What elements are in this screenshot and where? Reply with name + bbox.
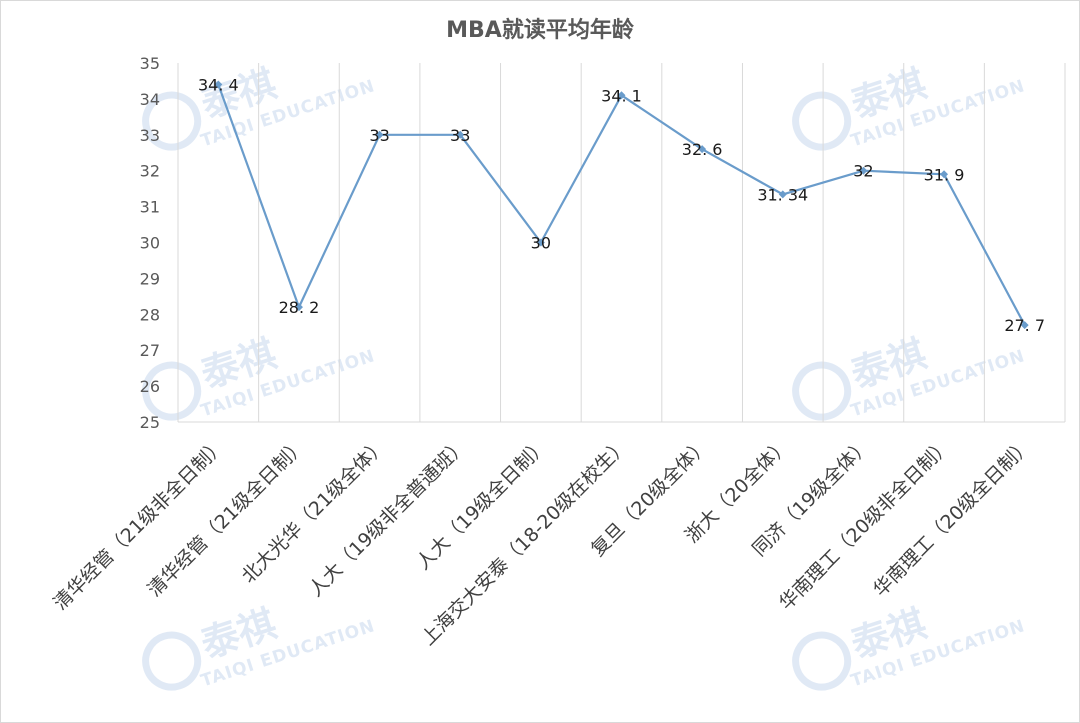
data-point <box>859 166 868 175</box>
data-point <box>214 80 223 89</box>
data-label: 30 <box>531 234 551 253</box>
y-axis: 25 26 27 28 29 30 31 32 33 34 35 <box>140 54 160 432</box>
watermark-emblem <box>142 631 202 691</box>
data-label: 33 <box>369 126 389 145</box>
y-tick-label: 35 <box>140 54 160 73</box>
data-point <box>294 303 303 312</box>
grid-lines <box>177 63 1066 423</box>
data-label: 34. 1 <box>601 86 642 105</box>
x-tick-label: 华南理工（20级非全日制） <box>775 434 955 614</box>
series-line <box>214 80 1029 330</box>
data-point <box>536 238 545 247</box>
y-tick-label: 33 <box>140 126 160 145</box>
y-tick-label: 26 <box>140 377 160 396</box>
watermark-emblem <box>792 91 852 151</box>
data-point <box>375 130 384 139</box>
data-label: 32 <box>853 162 873 181</box>
data-point <box>617 91 626 100</box>
x-tick-label: 北大光华（21级全体） <box>238 434 392 588</box>
y-tick-label: 31 <box>140 198 160 217</box>
chart-title: MBA就读平均年龄 <box>446 18 634 43</box>
x-tick-label: 人大（19级非全普通班） <box>305 434 472 601</box>
y-tick-label: 34 <box>140 90 160 109</box>
y-tick-label: 27 <box>140 341 160 360</box>
data-label: 27. 7 <box>1004 316 1045 335</box>
watermark-emblem <box>792 361 852 421</box>
y-tick-label: 25 <box>140 413 160 432</box>
watermark-emblem <box>142 91 202 151</box>
watermark-emblem <box>142 361 202 421</box>
x-tick-label: 华南理工（20级全日制） <box>869 434 1036 601</box>
watermark-emblem <box>792 631 852 691</box>
y-tick-label: 30 <box>140 234 160 253</box>
data-point <box>698 145 707 154</box>
data-label: 34. 4 <box>198 76 239 95</box>
x-tick-label: 人大（19级全日制） <box>412 434 552 574</box>
data-labels: 34. 4 28. 2 33 33 30 34. 1 32. 6 31. 34 32 31. 9 2… <box>198 76 1045 336</box>
data-point <box>778 190 787 199</box>
data-label: 31. 9 <box>924 165 965 184</box>
x-tick-label: 清华经管（21级全日制） <box>143 434 310 601</box>
data-point <box>1020 321 1029 330</box>
data-label: 31. 34 <box>757 185 808 204</box>
y-tick-label: 29 <box>140 269 160 288</box>
y-tick-label: 28 <box>140 305 160 324</box>
data-label: 28. 2 <box>279 298 320 317</box>
data-point <box>940 170 949 179</box>
data-label: 33 <box>450 126 470 145</box>
y-tick-label: 32 <box>140 162 160 181</box>
data-point <box>456 130 465 139</box>
data-label: 32. 6 <box>682 140 723 159</box>
x-tick-label: 清华经管（21级非全日制） <box>49 434 229 614</box>
